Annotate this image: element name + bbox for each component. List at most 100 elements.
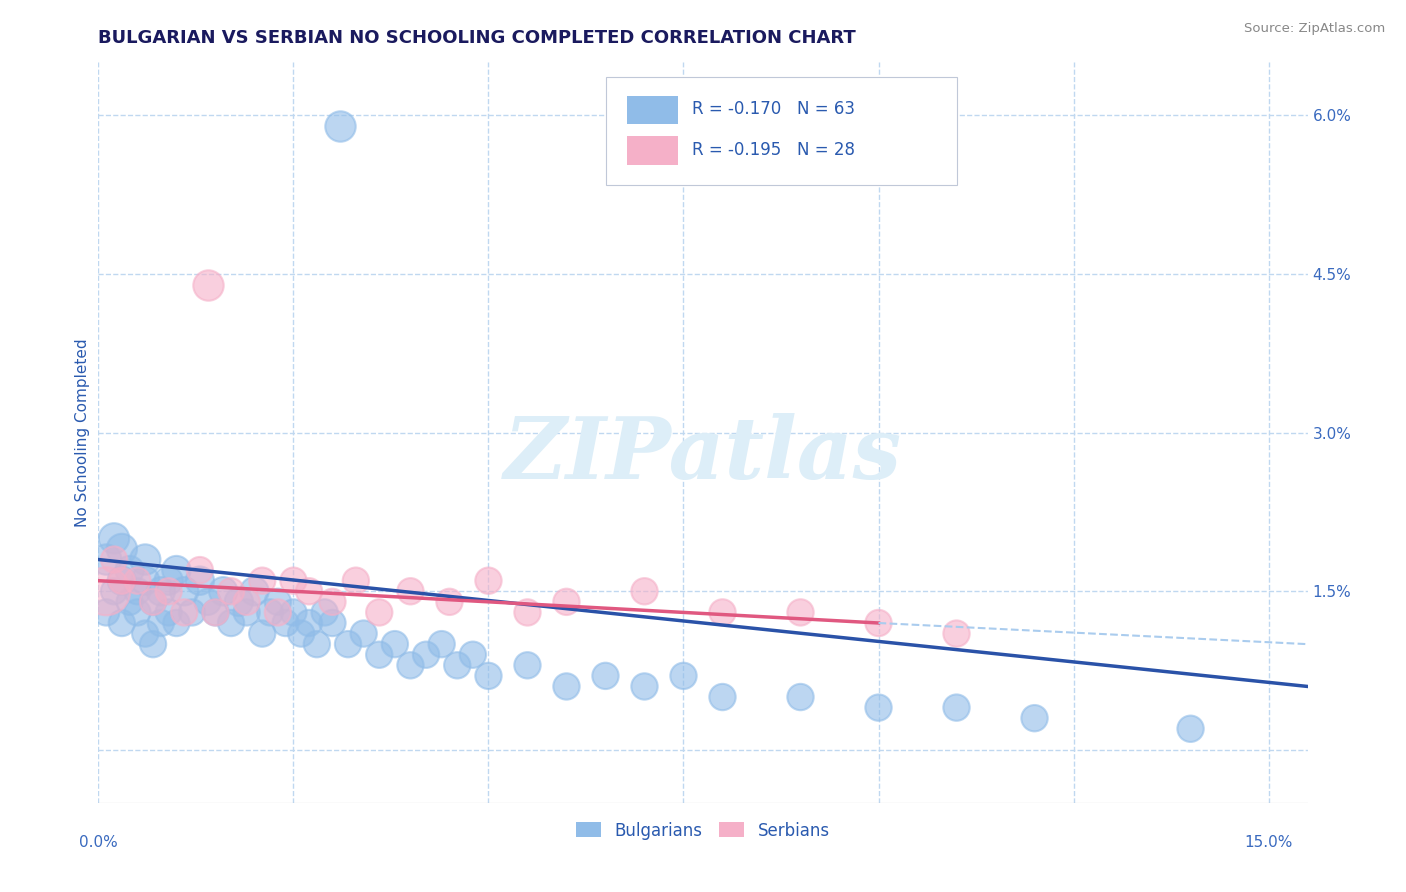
Point: [96, 584, 118, 599]
Point: [204, 606, 226, 620]
Point: [672, 669, 695, 683]
Point: [321, 595, 343, 609]
Point: [157, 574, 180, 588]
Point: [103, 532, 125, 546]
Point: [149, 615, 172, 630]
Point: [329, 119, 352, 133]
Point: [149, 584, 172, 599]
Point: [283, 574, 305, 588]
Point: [633, 584, 655, 599]
Point: [188, 574, 211, 588]
Text: 0.0%: 0.0%: [79, 835, 118, 849]
Point: [711, 606, 734, 620]
Point: [353, 626, 375, 640]
Point: [157, 606, 180, 620]
Point: [96, 606, 118, 620]
Point: [305, 637, 328, 651]
Point: [127, 584, 149, 599]
Point: [188, 563, 211, 577]
Point: [516, 606, 538, 620]
Point: [384, 637, 406, 651]
Point: [259, 606, 281, 620]
Point: [134, 552, 156, 566]
Point: [142, 637, 165, 651]
Legend: Bulgarians, Serbians: Bulgarians, Serbians: [569, 815, 837, 847]
Point: [127, 574, 149, 588]
Point: [945, 700, 967, 714]
Point: [103, 584, 125, 599]
FancyBboxPatch shape: [606, 78, 957, 185]
Point: [314, 606, 336, 620]
Text: R = -0.195   N = 28: R = -0.195 N = 28: [692, 141, 855, 159]
Y-axis label: No Schooling Completed: No Schooling Completed: [75, 338, 90, 527]
Point: [142, 595, 165, 609]
Point: [181, 606, 204, 620]
Point: [344, 574, 367, 588]
Point: [197, 277, 219, 292]
Point: [399, 658, 422, 673]
Point: [127, 606, 149, 620]
Point: [252, 626, 274, 640]
Point: [461, 648, 484, 662]
Point: [228, 595, 250, 609]
Point: [368, 648, 391, 662]
Point: [290, 626, 312, 640]
FancyBboxPatch shape: [627, 95, 678, 124]
Point: [111, 615, 134, 630]
Point: [868, 700, 890, 714]
Point: [103, 552, 125, 566]
Point: [197, 595, 219, 609]
Point: [555, 680, 578, 694]
Point: [1180, 722, 1202, 736]
Point: [204, 606, 226, 620]
Text: Source: ZipAtlas.com: Source: ZipAtlas.com: [1244, 22, 1385, 36]
Point: [111, 574, 134, 588]
Point: [252, 574, 274, 588]
Point: [516, 658, 538, 673]
Point: [111, 541, 134, 556]
Point: [439, 595, 461, 609]
Point: [789, 606, 811, 620]
Point: [267, 606, 290, 620]
Point: [446, 658, 468, 673]
Point: [711, 690, 734, 704]
Point: [118, 563, 141, 577]
Point: [633, 680, 655, 694]
Point: [595, 669, 617, 683]
Point: [945, 626, 967, 640]
Point: [477, 669, 499, 683]
Point: [96, 552, 118, 566]
Point: [283, 606, 305, 620]
Point: [235, 595, 257, 609]
Text: ZIPatlas: ZIPatlas: [503, 413, 903, 497]
Point: [555, 595, 578, 609]
Text: 15.0%: 15.0%: [1244, 835, 1292, 849]
Point: [219, 584, 242, 599]
Point: [111, 574, 134, 588]
FancyBboxPatch shape: [627, 136, 678, 165]
Point: [134, 574, 156, 588]
Point: [134, 626, 156, 640]
Point: [142, 595, 165, 609]
Point: [212, 584, 235, 599]
Point: [165, 615, 187, 630]
Point: [118, 595, 141, 609]
Point: [165, 563, 187, 577]
Point: [337, 637, 360, 651]
Point: [321, 615, 343, 630]
Point: [789, 690, 811, 704]
Point: [274, 615, 297, 630]
Point: [399, 584, 422, 599]
Point: [157, 584, 180, 599]
Point: [1024, 711, 1046, 725]
Point: [219, 615, 242, 630]
Point: [430, 637, 453, 651]
Point: [267, 595, 290, 609]
Point: [235, 606, 257, 620]
Point: [868, 615, 890, 630]
Text: BULGARIAN VS SERBIAN NO SCHOOLING COMPLETED CORRELATION CHART: BULGARIAN VS SERBIAN NO SCHOOLING COMPLE…: [98, 29, 856, 47]
Point: [243, 584, 266, 599]
Text: R = -0.170   N = 63: R = -0.170 N = 63: [692, 100, 855, 118]
Point: [368, 606, 391, 620]
Point: [298, 615, 321, 630]
